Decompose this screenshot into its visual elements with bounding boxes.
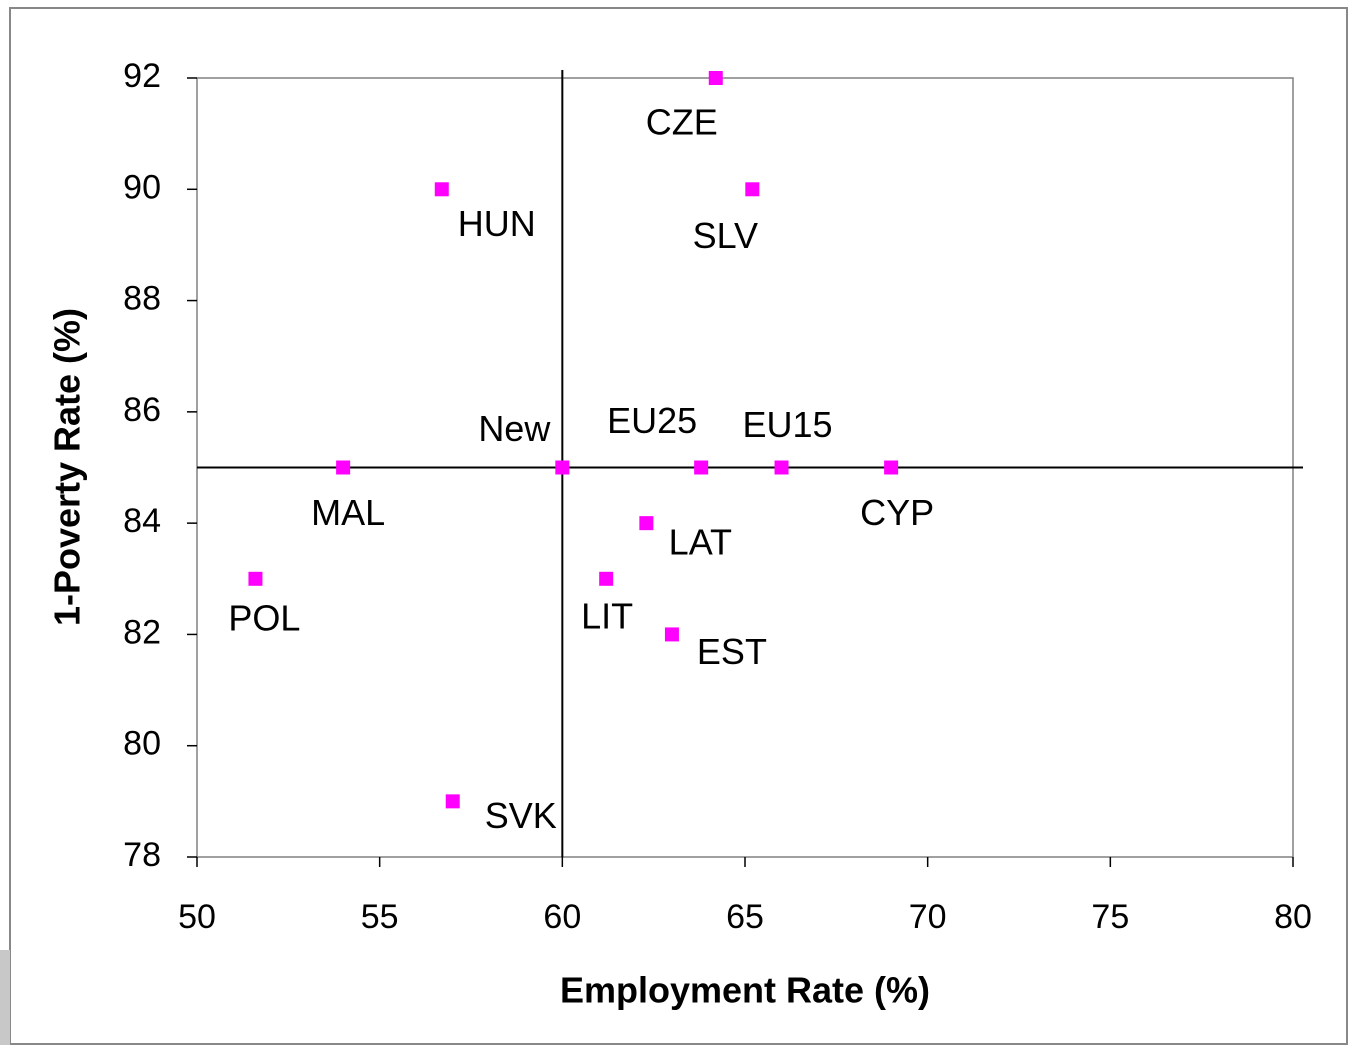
point [708,71,723,85]
point [639,516,654,531]
point-label: SLV [693,215,758,256]
point-label: EU25 [607,400,697,441]
point [884,460,899,475]
point-label: EST [697,631,767,672]
point-label: New [478,408,551,449]
point-label: CZE [646,102,718,143]
x-tick-label: 50 [178,898,216,936]
point [774,460,789,475]
y-axis-title: 1-Poverty Rate (%) [47,308,88,626]
point [599,571,614,586]
point-label: POL [228,597,300,638]
point [434,182,449,197]
y-tick-label: 78 [123,836,161,874]
point [248,571,263,586]
point [445,794,460,809]
point [694,460,709,475]
x-tick-label: 60 [543,898,581,936]
x-tick-label: 65 [726,898,764,936]
y-tick-label: 80 [123,725,161,763]
y-tick-label: 88 [123,280,161,318]
y-tick-label: 86 [123,391,161,429]
point-label: MAL [311,492,385,533]
point-label: HUN [458,203,536,244]
y-tick-label: 90 [123,168,161,206]
x-tick-label: 55 [361,898,399,936]
point-label: LAT [669,522,732,563]
point-label: LIT [581,595,633,636]
edge [0,950,10,1045]
y-tick-label: 82 [123,613,161,651]
point-label: EU15 [743,404,833,445]
point [336,460,351,475]
point [745,182,760,197]
point-label: SVK [485,795,557,836]
y-tick-label: 84 [123,502,161,540]
point [555,460,570,475]
x-axis-title: Employment Rate (%) [560,970,930,1011]
frame [9,7,1348,1045]
x-tick-label: 80 [1274,898,1312,936]
point-label: CYP [860,492,934,533]
y-tick-label: 92 [123,57,161,95]
x-tick-label: 70 [909,898,947,936]
point [664,627,679,642]
x-tick-label: 75 [1091,898,1129,936]
